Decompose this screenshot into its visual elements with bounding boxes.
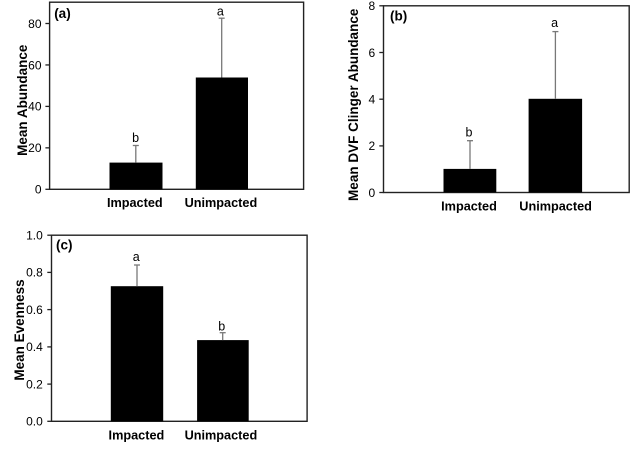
- svg-text:b: b: [132, 131, 139, 145]
- svg-text:a: a: [217, 5, 224, 19]
- svg-text:0: 0: [35, 183, 42, 197]
- svg-text:a: a: [551, 16, 558, 30]
- svg-text:1.0: 1.0: [26, 229, 43, 243]
- svg-text:Impacted: Impacted: [441, 199, 497, 213]
- svg-text:Mean Abundance: Mean Abundance: [15, 44, 30, 156]
- svg-text:80: 80: [28, 17, 42, 31]
- svg-text:6: 6: [369, 46, 376, 60]
- svg-text:b: b: [466, 125, 473, 139]
- svg-text:a: a: [133, 250, 140, 264]
- svg-text:20: 20: [28, 141, 42, 155]
- svg-text:0.4: 0.4: [26, 340, 43, 354]
- svg-text:0.6: 0.6: [26, 303, 43, 317]
- svg-text:40: 40: [28, 100, 42, 114]
- svg-text:Impacted: Impacted: [107, 196, 163, 210]
- svg-text:8: 8: [369, 0, 376, 13]
- svg-text:Impacted: Impacted: [109, 429, 165, 443]
- svg-text:Unimpacted: Unimpacted: [185, 429, 258, 443]
- svg-text:Unimpacted: Unimpacted: [519, 199, 592, 213]
- svg-text:Mean DVF Clinger Abundance: Mean DVF Clinger Abundance: [346, 8, 361, 201]
- svg-text:b: b: [218, 319, 225, 333]
- svg-text:(a): (a): [54, 6, 70, 21]
- svg-text:Mean Evenness: Mean Evenness: [12, 279, 27, 380]
- svg-text:0.8: 0.8: [26, 266, 43, 280]
- svg-text:0: 0: [369, 186, 376, 200]
- svg-text:0.2: 0.2: [26, 377, 43, 391]
- svg-text:4: 4: [369, 93, 376, 107]
- svg-text:Unimpacted: Unimpacted: [185, 196, 258, 210]
- svg-text:60: 60: [28, 58, 42, 72]
- svg-text:0.0: 0.0: [26, 415, 43, 429]
- svg-text:(c): (c): [56, 238, 73, 253]
- svg-text:2: 2: [369, 139, 376, 153]
- svg-text:(b): (b): [390, 8, 407, 23]
